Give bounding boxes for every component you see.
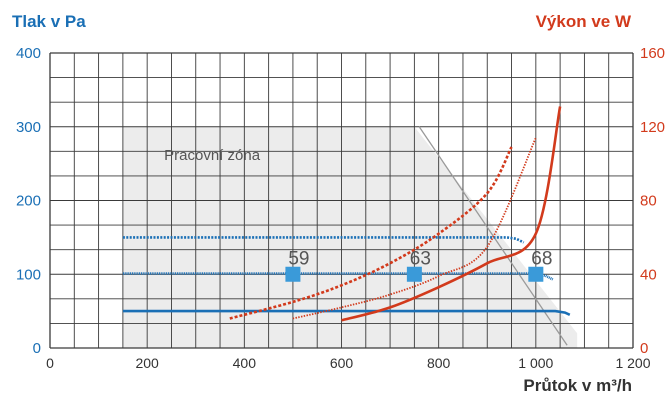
y-left-tick-label: 0	[33, 340, 41, 357]
working-zone-area	[122, 126, 578, 348]
x-tick-label: 200	[135, 355, 159, 371]
x-tick-label: 0	[46, 355, 54, 371]
x-tick-label: 800	[427, 355, 451, 371]
marker-layer: 59 63 68	[285, 248, 552, 282]
y-left-axis-title: Tlak v Pa	[12, 12, 86, 31]
x-tick-label: 1 200	[615, 355, 650, 371]
marker-point-2	[406, 266, 422, 282]
marker-label-3: 68	[531, 248, 552, 269]
power-curve-1	[229, 146, 513, 320]
tick-layer: 0 200 400 600 800 1 000 1 20001002003004000408…	[16, 45, 665, 371]
pressure-curve-3	[122, 309, 571, 316]
y-right-tick-label: 0	[640, 340, 648, 357]
power-curve-2	[292, 137, 537, 320]
marker-point-3	[528, 266, 544, 282]
x-tick-label: 1 000	[518, 355, 553, 371]
y-right-tick-label: 80	[640, 193, 657, 210]
power-curve-3	[341, 106, 562, 322]
working-zone-label: Pracovní zóna	[164, 147, 261, 164]
grid-layer	[49, 52, 634, 349]
y-right-axis-title: Výkon ve W	[536, 12, 632, 31]
marker-label-1: 59	[288, 248, 309, 269]
x-tick-label: 400	[233, 355, 257, 371]
x-axis-title: Průtok v m³/h	[523, 376, 632, 395]
y-right-tick-label: 120	[640, 119, 665, 136]
y-right-tick-label: 40	[640, 266, 657, 283]
marker-point-1	[285, 266, 301, 282]
y-left-tick-label: 400	[16, 45, 41, 62]
pressure-curve-1	[122, 236, 525, 244]
y-left-tick-label: 100	[16, 266, 41, 283]
y-left-tick-label: 300	[16, 119, 41, 136]
x-tick-label: 600	[330, 355, 354, 371]
y-right-tick-label: 160	[640, 45, 665, 62]
y-left-tick-label: 200	[16, 193, 41, 210]
marker-label-2: 63	[410, 248, 431, 269]
working-zone-layer	[122, 126, 578, 348]
